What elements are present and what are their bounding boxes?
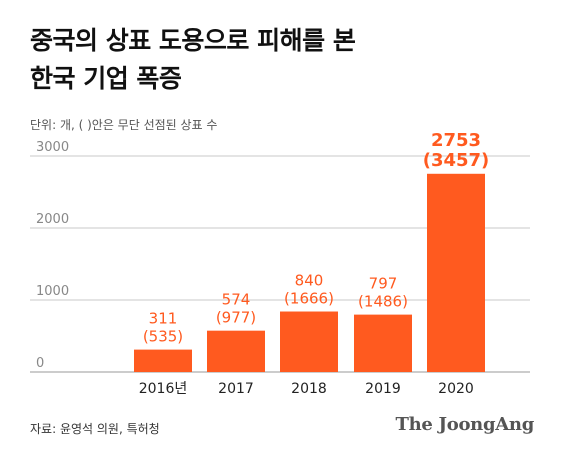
y-tick-label-3000: 3000 bbox=[36, 140, 69, 155]
paren-label-2019: (1486) bbox=[358, 293, 408, 311]
bar-2017 bbox=[207, 330, 265, 372]
x-tick-label-2019: 2019 bbox=[365, 381, 401, 397]
x-tick-label-2018: 2018 bbox=[291, 381, 327, 397]
value-label-2020: 2753 bbox=[431, 130, 481, 151]
x-tick-label-2016년: 2016년 bbox=[139, 381, 188, 397]
y-tick-label-1000: 1000 bbox=[36, 284, 69, 299]
title-line-2: 한국 기업 폭증 bbox=[30, 64, 182, 93]
x-tick-label-2017: 2017 bbox=[218, 381, 254, 397]
title-line-1: 중국의 상표 도용으로 피해를 본 bbox=[30, 26, 356, 55]
y-tick-label-0: 0 bbox=[36, 356, 44, 371]
unit-note: 단위: 개, ( )안은 무단 선점된 상표 수 bbox=[30, 118, 218, 132]
paren-label-2020: (3457) bbox=[423, 150, 490, 171]
bar-2020 bbox=[427, 173, 485, 372]
source-note: 자료: 윤영석 의원, 특허청 bbox=[30, 422, 160, 436]
bar-2016년 bbox=[134, 349, 192, 372]
value-label-2018: 840 bbox=[295, 272, 324, 290]
value-label-2019: 797 bbox=[369, 275, 398, 293]
paren-label-2017: (977) bbox=[216, 309, 256, 327]
bar-2018 bbox=[280, 311, 338, 372]
bar-2019 bbox=[354, 314, 412, 372]
brand-logo: The JoongAng bbox=[395, 414, 535, 435]
y-tick-label-2000: 2000 bbox=[36, 212, 69, 227]
chart-title: 중국의 상표 도용으로 피해를 본 한국 기업 폭증 bbox=[30, 22, 550, 98]
value-label-2016년: 311 bbox=[149, 310, 178, 328]
value-label-2017: 574 bbox=[222, 291, 251, 309]
paren-label-2018: (1666) bbox=[284, 290, 334, 308]
paren-label-2016년: (535) bbox=[143, 328, 183, 346]
x-tick-label-2020: 2020 bbox=[438, 381, 474, 397]
